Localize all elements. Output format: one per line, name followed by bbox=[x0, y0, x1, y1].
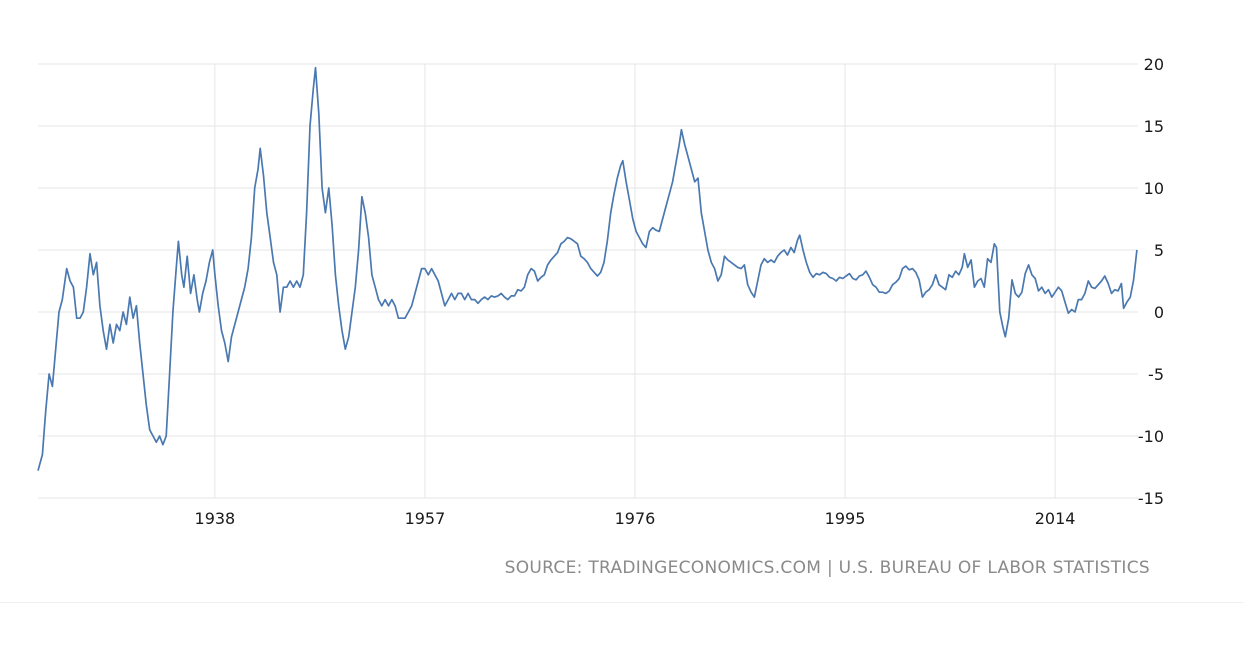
chart-panel: 20 15 10 5 0 -5 -10 -15 1938 1957 1976 1995 2014 SO… bbox=[0, 55, 1244, 603]
y-tick-label: -10 bbox=[1138, 427, 1164, 446]
grid-lines bbox=[38, 63, 1138, 499]
y-tick-label: 15 bbox=[1144, 117, 1164, 136]
x-axis-tick-labels: 1938 1957 1976 1995 2014 bbox=[195, 509, 1076, 528]
x-tick-label: 1976 bbox=[615, 509, 656, 528]
y-tick-label: 0 bbox=[1154, 303, 1164, 322]
y-tick-label: -15 bbox=[1138, 489, 1164, 508]
x-tick-label: 1938 bbox=[195, 509, 236, 528]
y-tick-label: 20 bbox=[1144, 55, 1164, 74]
series-layer bbox=[37, 66, 1138, 471]
x-tick-label: 2014 bbox=[1035, 509, 1076, 528]
y-axis-tick-labels: 20 15 10 5 0 -5 -10 -15 bbox=[1138, 55, 1164, 508]
x-tick-label: 1995 bbox=[825, 509, 866, 528]
y-tick-label: -5 bbox=[1148, 365, 1164, 384]
series-line bbox=[37, 66, 1138, 471]
source-attribution: SOURCE: TRADINGECONOMICS.COM | U.S. BURE… bbox=[504, 558, 1150, 578]
y-tick-label: 5 bbox=[1154, 241, 1164, 260]
line-chart: 20 15 10 5 0 -5 -10 -15 1938 1957 1976 1995 2014 bbox=[37, 55, 1164, 528]
y-tick-label: 10 bbox=[1144, 179, 1164, 198]
x-tick-label: 1957 bbox=[405, 509, 446, 528]
